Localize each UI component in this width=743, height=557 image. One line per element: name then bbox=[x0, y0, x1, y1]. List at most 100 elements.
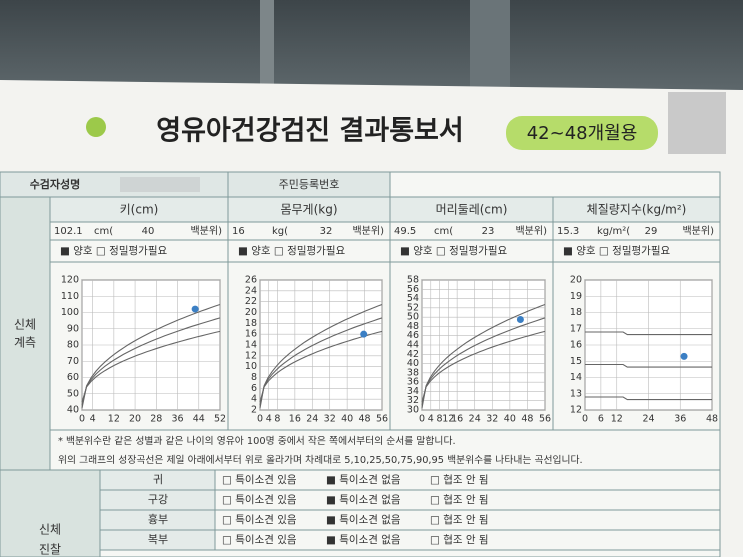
y-tick-label: 90 bbox=[67, 323, 79, 334]
y-tick-label: 17 bbox=[570, 323, 582, 334]
option: □ 협조 안 됨 bbox=[430, 473, 489, 486]
section-label: 신체 bbox=[39, 523, 61, 537]
x-tick-label: 28 bbox=[150, 414, 162, 425]
y-tick-label: 60 bbox=[67, 372, 79, 383]
y-tick-label: 58 bbox=[407, 275, 419, 286]
y-tick-label: 16 bbox=[245, 329, 257, 340]
percentile: 40 bbox=[142, 226, 155, 237]
y-tick-label: 14 bbox=[245, 340, 257, 351]
option: □ 협조 안 됨 bbox=[430, 533, 489, 546]
x-tick-label: 44 bbox=[193, 414, 205, 425]
measurement-point bbox=[191, 305, 199, 313]
x-tick-label: 32 bbox=[486, 414, 498, 425]
x-tick-label: 32 bbox=[324, 414, 336, 425]
option: □ 협조 안 됨 bbox=[430, 513, 489, 526]
x-tick-label: 12 bbox=[442, 414, 454, 425]
y-tick-label: 110 bbox=[61, 291, 79, 302]
growth-curve bbox=[259, 317, 383, 406]
x-tick-label: 56 bbox=[376, 414, 388, 425]
status: ■ 양호 □ 정밀평가필요 bbox=[563, 245, 670, 257]
y-tick-label: 34 bbox=[407, 386, 419, 397]
measurement-unit: kg( bbox=[272, 226, 288, 237]
header-cell bbox=[227, 196, 391, 223]
cell bbox=[214, 529, 721, 551]
y-tick-label: 50 bbox=[407, 312, 419, 323]
title: 영유아건강검진 결과통보서 bbox=[156, 116, 463, 147]
row-label: 흉부 bbox=[148, 512, 168, 526]
name-label: 수검자성명 bbox=[30, 177, 81, 191]
measurement-unit: cm( bbox=[434, 226, 453, 237]
measurement-value: 49.5 bbox=[394, 226, 416, 237]
badge-text: 42~48개월용 bbox=[527, 123, 638, 144]
percentile-label: 백분위) bbox=[682, 224, 714, 237]
x-tick-label: 24 bbox=[642, 414, 654, 425]
badge bbox=[506, 116, 658, 150]
row-label: 복부 bbox=[148, 533, 168, 546]
percentile: 23 bbox=[482, 226, 495, 237]
section-cell bbox=[0, 469, 101, 557]
y-tick-label: 16 bbox=[570, 340, 582, 351]
x-tick-label: 36 bbox=[171, 414, 183, 425]
growth-curve bbox=[421, 330, 546, 403]
percentile: 29 bbox=[645, 226, 658, 237]
percentile: 32 bbox=[320, 226, 333, 237]
y-tick-label: 36 bbox=[407, 377, 419, 388]
x-tick-label: 12 bbox=[108, 414, 120, 425]
y-tick-label: 44 bbox=[407, 340, 419, 351]
x-tick-label: 8 bbox=[437, 414, 443, 425]
header-cell bbox=[552, 196, 721, 223]
option: ■ 특이소견 없음 bbox=[326, 493, 401, 506]
background-frame bbox=[260, 0, 274, 90]
growth-curve bbox=[421, 303, 546, 409]
column-title: 체질량지수(kg/m²) bbox=[587, 203, 687, 217]
y-tick-label: 54 bbox=[407, 293, 419, 304]
logo-dot bbox=[86, 117, 106, 137]
x-tick-label: 40 bbox=[504, 414, 516, 425]
y-tick-label: 38 bbox=[407, 367, 419, 378]
x-tick-label: 48 bbox=[521, 414, 533, 425]
option: ■ 특이소견 없음 bbox=[326, 513, 401, 526]
id-label: 주민등록번호 bbox=[279, 178, 340, 191]
x-tick-label: 0 bbox=[257, 414, 263, 425]
measurement-point bbox=[680, 352, 688, 360]
measurement-unit: cm( bbox=[94, 226, 113, 237]
qr-code bbox=[668, 92, 726, 154]
x-tick-label: 56 bbox=[539, 414, 551, 425]
y-tick-label: 50 bbox=[67, 388, 79, 399]
percentile-label: 백분위) bbox=[190, 224, 222, 237]
column-title: 키(cm) bbox=[120, 203, 159, 217]
x-tick-label: 16 bbox=[289, 414, 301, 425]
y-tick-label: 100 bbox=[61, 307, 79, 318]
y-tick-label: 4 bbox=[251, 394, 257, 405]
section-label: 진찰 bbox=[39, 543, 61, 557]
x-tick-label: 4 bbox=[428, 414, 434, 425]
measurement-unit: kg/m²( bbox=[597, 226, 630, 237]
status: ■ 양호 □ 정밀평가필요 bbox=[238, 245, 345, 257]
measurement-point bbox=[516, 315, 524, 323]
x-tick-label: 48 bbox=[706, 414, 718, 425]
x-tick-label: 40 bbox=[341, 414, 353, 425]
x-tick-label: 16 bbox=[451, 414, 463, 425]
y-tick-label: 48 bbox=[407, 321, 419, 332]
y-tick-label: 26 bbox=[245, 275, 257, 286]
header-cell bbox=[227, 171, 391, 198]
background bbox=[0, 0, 743, 90]
percentile-label: 백분위) bbox=[352, 224, 384, 237]
x-tick-label: 24 bbox=[469, 414, 481, 425]
y-tick-label: 6 bbox=[251, 383, 257, 394]
x-tick-label: 0 bbox=[79, 414, 85, 425]
growth-curve bbox=[81, 330, 221, 403]
x-tick-label: 48 bbox=[359, 414, 371, 425]
x-tick-label: 0 bbox=[582, 414, 588, 425]
x-tick-label: 24 bbox=[306, 414, 318, 425]
growth-curve bbox=[585, 363, 712, 368]
redacted bbox=[120, 177, 200, 192]
section-cell bbox=[0, 196, 51, 471]
y-tick-label: 42 bbox=[407, 349, 419, 360]
growth-curve bbox=[585, 396, 712, 401]
section-label: 계측 bbox=[14, 336, 36, 350]
x-tick-label: 36 bbox=[674, 414, 686, 425]
y-tick-label: 22 bbox=[245, 296, 257, 307]
